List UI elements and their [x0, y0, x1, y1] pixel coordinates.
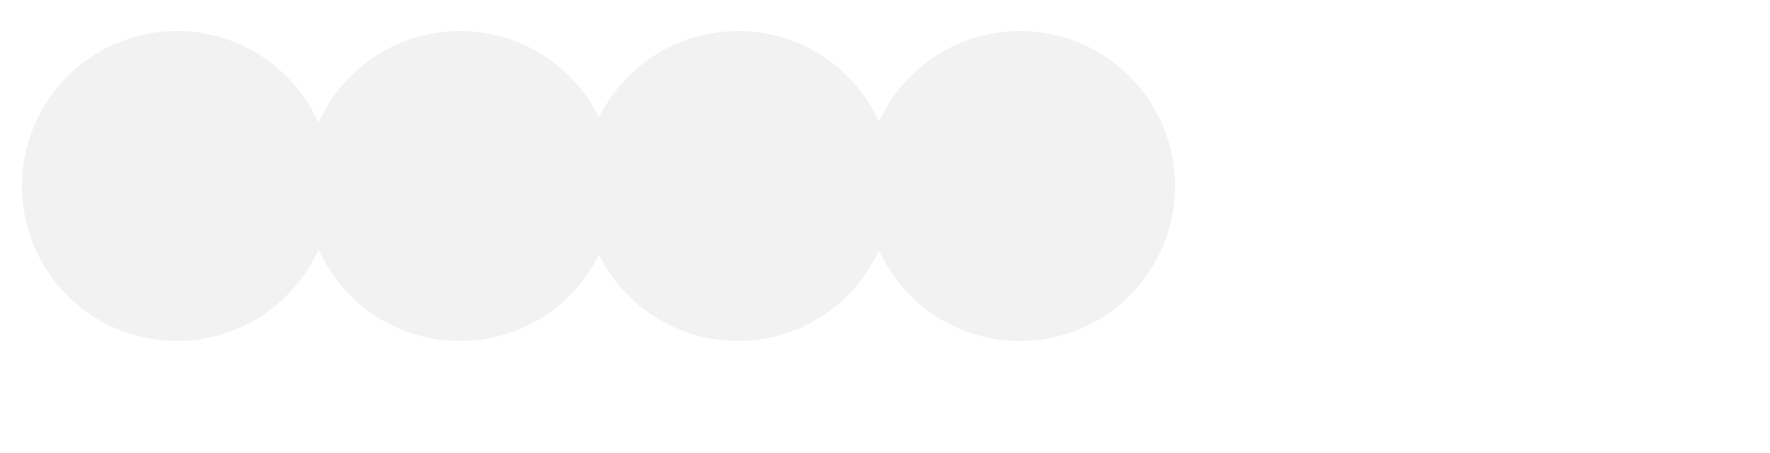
placeholder-dot — [583, 31, 893, 341]
placeholder-dot — [865, 31, 1175, 341]
placeholder-dot — [22, 31, 332, 341]
placeholder-dot — [305, 31, 615, 341]
